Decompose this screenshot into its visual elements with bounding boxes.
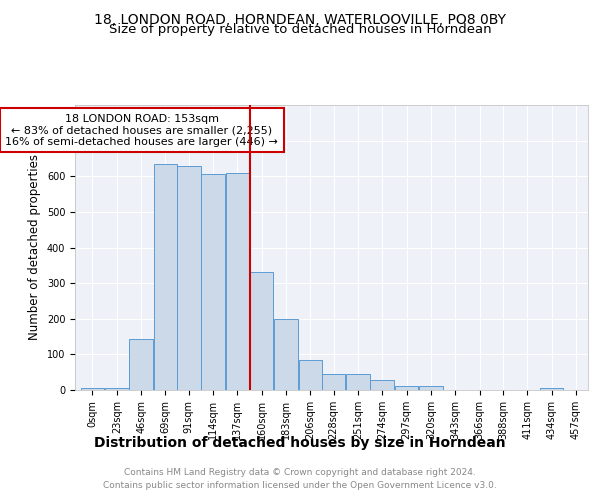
Bar [299,360,322,390]
Y-axis label: Number of detached properties: Number of detached properties [28,154,41,340]
Bar [80,388,104,390]
Bar [250,272,274,390]
Bar [105,388,128,390]
Text: 18 LONDON ROAD: 153sqm
← 83% of detached houses are smaller (2,255)
16% of semi-: 18 LONDON ROAD: 153sqm ← 83% of detached… [5,114,278,147]
Text: Contains public sector information licensed under the Open Government Licence v3: Contains public sector information licen… [103,480,497,490]
Bar [419,386,443,390]
Bar [274,319,298,390]
Bar [226,174,249,390]
Bar [395,386,418,390]
Text: Distribution of detached houses by size in Horndean: Distribution of detached houses by size … [94,436,506,450]
Text: Contains HM Land Registry data © Crown copyright and database right 2024.: Contains HM Land Registry data © Crown c… [124,468,476,477]
Text: 18, LONDON ROAD, HORNDEAN, WATERLOOVILLE, PO8 0BY: 18, LONDON ROAD, HORNDEAN, WATERLOOVILLE… [94,12,506,26]
Bar [322,374,346,390]
Bar [540,388,563,390]
Bar [346,374,370,390]
Bar [177,166,200,390]
Bar [154,164,177,390]
Bar [130,339,153,390]
Bar [201,174,225,390]
Bar [370,380,394,390]
Text: Size of property relative to detached houses in Horndean: Size of property relative to detached ho… [109,22,491,36]
